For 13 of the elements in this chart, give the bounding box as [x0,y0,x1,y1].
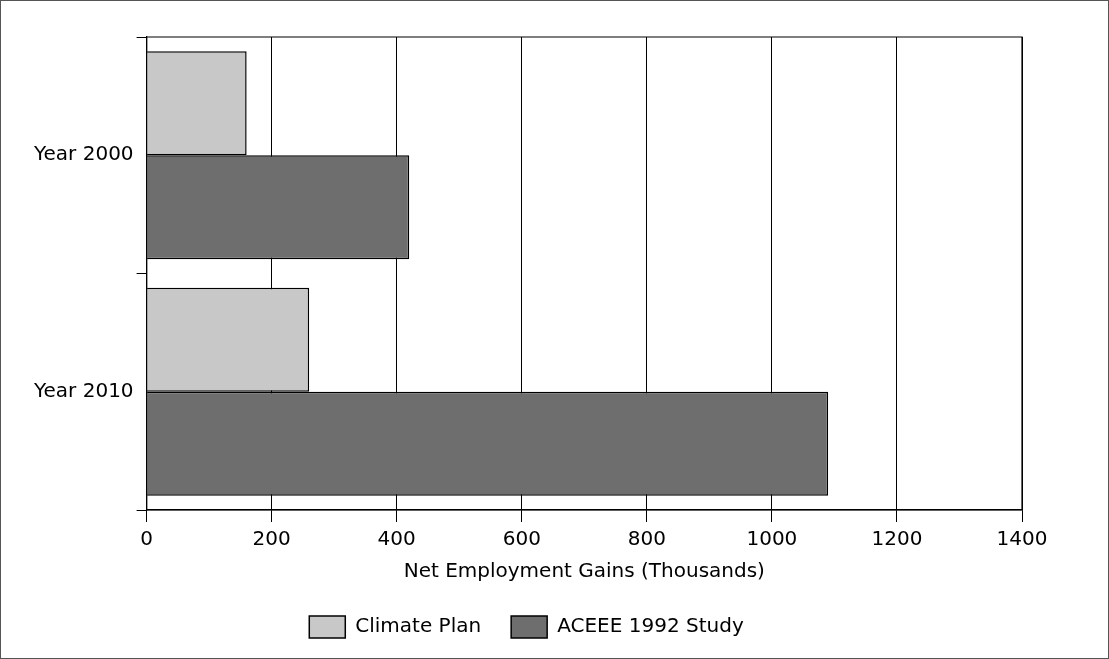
x-tick-label: 600 [502,526,541,551]
y-tick-label: Year 2000 [32,141,134,166]
x-tick-label: 1200 [871,526,923,551]
x-tick-label: 800 [627,526,666,551]
x-tick-label: 1000 [746,526,798,551]
x-axis-title: Net Employment Gains (Thousands) [403,558,765,583]
y-tick-label: Year 2010 [32,377,134,402]
x-tick-label: 200 [252,526,291,551]
x-tick-label: 0 [140,526,153,551]
legend-label: ACEEE 1992 Study [557,613,744,638]
x-tick-label: 400 [377,526,416,551]
legend-label: Climate Plan [355,613,482,638]
x-tick-label: 1400 [996,526,1048,551]
